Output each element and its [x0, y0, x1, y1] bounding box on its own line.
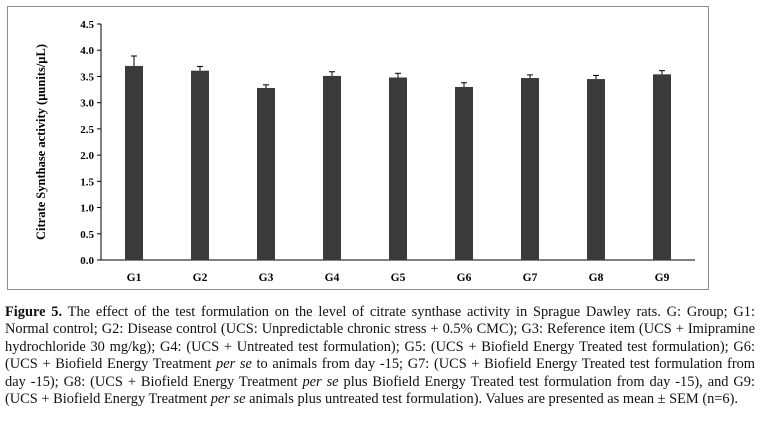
y-tick-label: 1.0 — [80, 203, 94, 215]
x-tick-label: G9 — [655, 272, 670, 284]
bar-G7 — [521, 78, 539, 260]
y-tick-label: 2.5 — [80, 124, 94, 136]
bar-G2 — [191, 70, 209, 260]
caption-part-5: per se — [210, 391, 246, 408]
y-tick-label: 0.5 — [80, 229, 94, 241]
x-tick-label: G8 — [589, 272, 604, 284]
chart-container: 0.0 0.5 1.0 1.5 2.0 2.5 3.0 3.5 4.0 4.5 Citrate Sy… — [7, 6, 709, 290]
caption-part-0: The effect of the test formulation on th… — [5, 304, 755, 373]
y-tick-label: 4.5 — [80, 19, 94, 31]
figure-caption: Figure 5. The effect of the test formula… — [5, 304, 755, 408]
caption-part-6: animals plus untreated test formulation)… — [245, 391, 739, 408]
caption-part-3: per se — [302, 373, 339, 390]
bar-G6 — [455, 86, 473, 260]
bar-G9 — [653, 74, 671, 260]
caption-body: The effect of the test formulation on th… — [5, 304, 755, 407]
x-tick-label: G4 — [325, 272, 340, 284]
x-tick-label: G5 — [391, 272, 406, 284]
bar-G4 — [323, 75, 341, 260]
bar-chart: 0.0 0.5 1.0 1.5 2.0 2.5 3.0 3.5 4.0 4.5 Citrate Sy… — [7, 6, 709, 290]
bar-G5 — [389, 77, 407, 260]
caption-label: Figure 5. — [5, 304, 63, 320]
y-tick-label: 4.0 — [80, 45, 94, 57]
caption-part-2: to animals from day -15; G7: (UCS + Biof… — [5, 356, 755, 390]
x-tick-label: G2 — [193, 272, 208, 284]
x-tick-label: G7 — [523, 272, 538, 284]
caption-part-4: plus Biofield Energy Treated test formul… — [5, 373, 755, 408]
caption-part-1: per se — [216, 356, 252, 373]
x-tick-label: G3 — [259, 272, 274, 284]
y-tick-label: 2.0 — [80, 150, 94, 162]
y-tick-label: 3.0 — [80, 98, 94, 110]
x-tick-label: G1 — [127, 272, 142, 284]
y-axis-label: Citrate Synthase activity (µunits/µL) — [34, 44, 48, 240]
y-tick-label: 1.5 — [80, 176, 94, 188]
x-tick-label: G6 — [457, 272, 472, 284]
y-tick-label: 3.5 — [80, 71, 94, 83]
y-tick-label: 0.0 — [80, 255, 94, 267]
bar-G1 — [125, 65, 143, 260]
bar-G8 — [587, 79, 605, 260]
bar-G3 — [257, 87, 275, 260]
